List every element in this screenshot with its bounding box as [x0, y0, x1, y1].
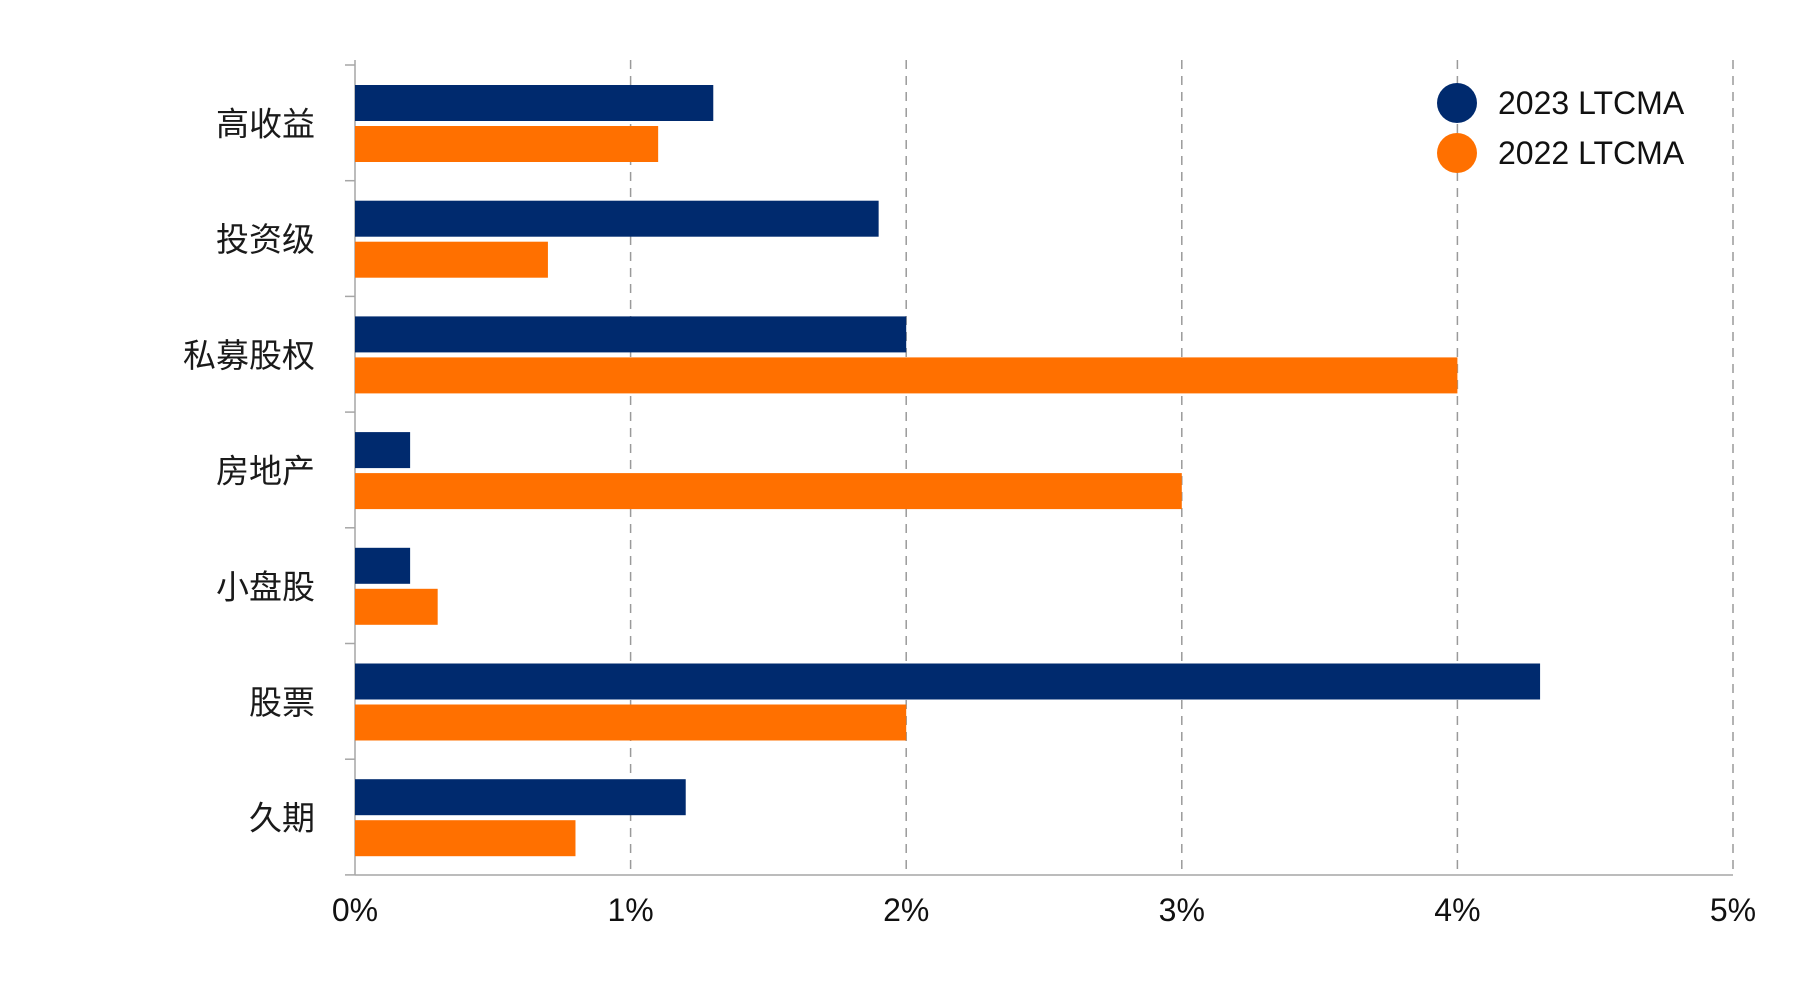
- x-tick-label: 5%: [1710, 892, 1756, 928]
- x-tick-label: 0%: [332, 892, 378, 928]
- bar: [355, 663, 1541, 700]
- bar: [355, 432, 411, 469]
- bar: [355, 241, 548, 278]
- legend-marker: [1437, 83, 1477, 123]
- bar: [355, 200, 879, 237]
- legend-marker: [1437, 133, 1477, 173]
- x-tick-label: 4%: [1434, 892, 1480, 928]
- x-tick-label: 2%: [883, 892, 929, 928]
- category-label: 投资级: [216, 220, 315, 259]
- bar: [355, 316, 907, 353]
- bar: [355, 588, 438, 625]
- category-label: 股票: [249, 683, 315, 722]
- bar: [355, 473, 1182, 510]
- x-tick-label: 1%: [607, 892, 653, 928]
- bar: [355, 85, 714, 121]
- category-label: 久期: [249, 799, 315, 838]
- category-label: 房地产: [216, 452, 315, 491]
- legend-label: 2023 LTCMA: [1498, 85, 1685, 121]
- gridlines: [629, 60, 1734, 875]
- legend: 2023 LTCMA 2022 LTCMA: [1437, 83, 1685, 173]
- bar: [355, 820, 576, 857]
- x-tick-label: 3%: [1159, 892, 1205, 928]
- bar: [355, 779, 686, 816]
- category-label: 高收益: [216, 105, 315, 144]
- legend-label: 2022 LTCMA: [1498, 135, 1685, 171]
- bar: [355, 126, 659, 162]
- category-label: 私募股权: [183, 336, 315, 375]
- axes: [345, 60, 1733, 876]
- bar: [355, 547, 411, 584]
- x-tick-labels: 0% 1% 2% 3% 4% 5%: [332, 892, 1756, 928]
- bars: [355, 85, 1541, 857]
- bar: [355, 704, 907, 741]
- bar: [355, 357, 1458, 394]
- category-label: 小盘股: [216, 567, 315, 606]
